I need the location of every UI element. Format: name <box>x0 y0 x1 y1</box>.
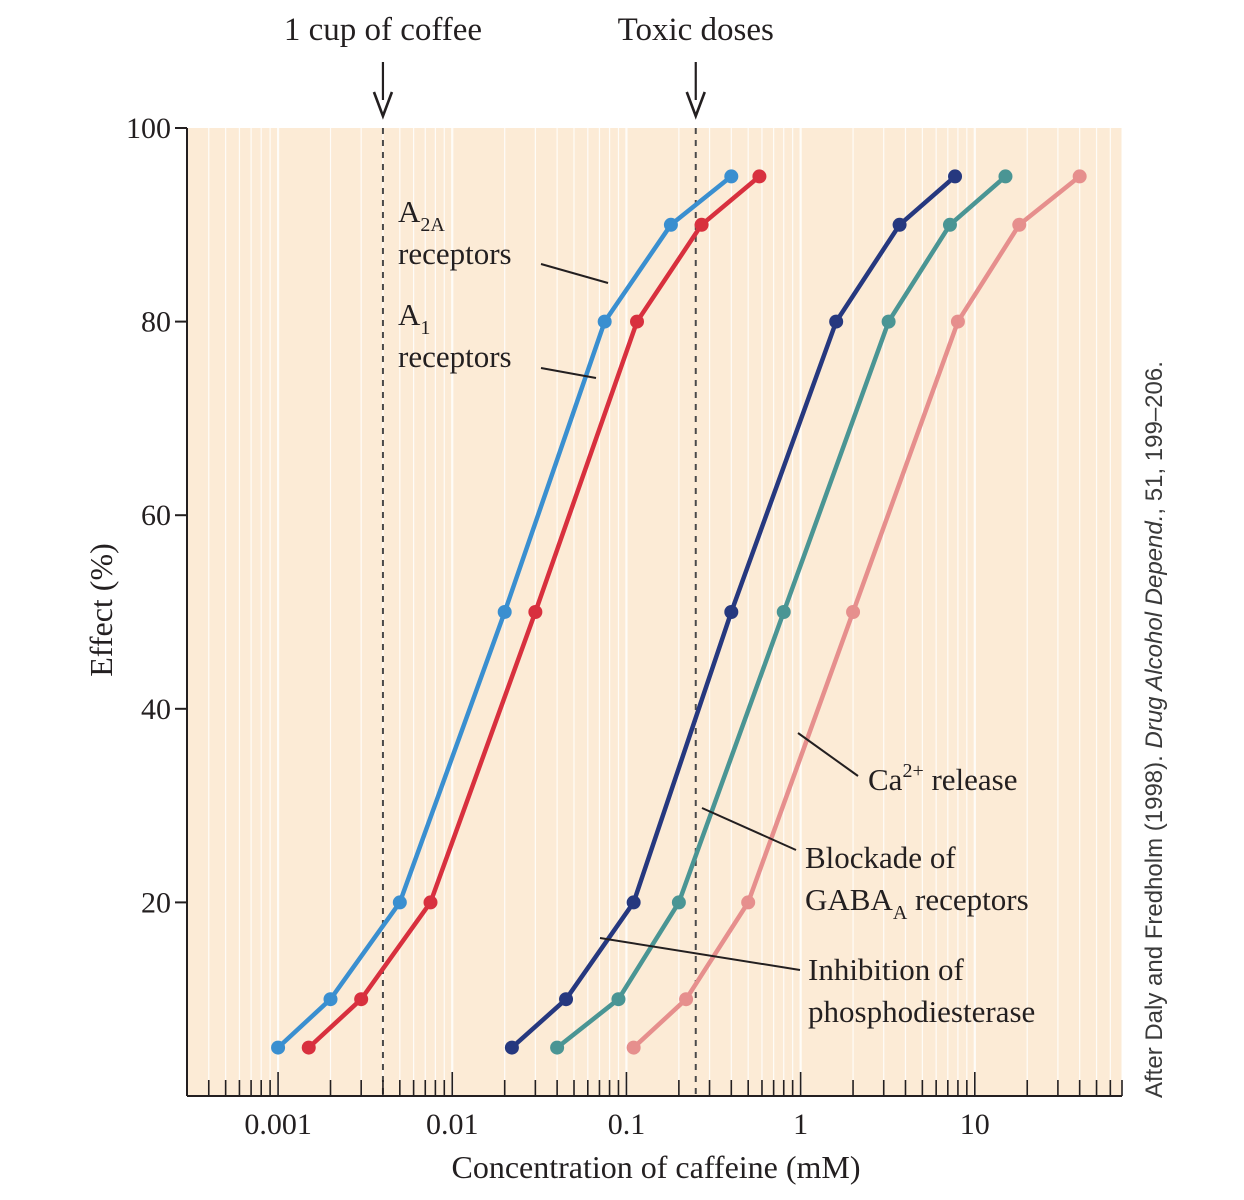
ca-data-point <box>741 895 756 910</box>
y-tick-label: 100 <box>126 112 171 145</box>
a2a-data-point <box>323 992 338 1007</box>
pde-data-point <box>829 314 844 329</box>
y-tick-label: 40 <box>141 693 171 726</box>
gaba-label-text: Blockade of <box>805 840 956 875</box>
a1-label-subscript: 1 <box>420 317 430 339</box>
gaba-data-point <box>942 217 957 232</box>
a1-data-point <box>752 169 767 184</box>
x-tick-label: 0.001 <box>244 1108 312 1141</box>
a1-data-point <box>528 605 543 619</box>
gaba-data-point <box>881 314 896 329</box>
ca-label-line: Ca2+ release <box>868 760 1018 797</box>
gaba-label-text: GABA <box>805 882 893 917</box>
y-axis-title: Effect (%) <box>83 543 119 677</box>
a2a-data-point <box>663 217 678 232</box>
gaba-data-point <box>776 605 791 619</box>
a1-data-point <box>630 314 645 329</box>
x-tick-label: 10 <box>960 1108 990 1141</box>
a1-label-text: receptors <box>398 339 512 374</box>
pde-data-point <box>724 605 739 619</box>
a1-data-point <box>301 1040 316 1055</box>
pde-data-point <box>504 1040 519 1055</box>
pde-label-line: phosphodiesterase <box>808 994 1035 1029</box>
a1-data-point <box>423 895 438 910</box>
gaba-label-subscript: A <box>893 902 908 924</box>
coffee-annotation-label: 1 cup of coffee <box>284 12 482 48</box>
toxic-arrow-head <box>685 91 706 120</box>
y-tick-label: 60 <box>141 499 171 532</box>
a1-label-line: receptors <box>398 339 512 374</box>
pde-data-point <box>559 992 574 1007</box>
ca-data-point <box>846 605 861 619</box>
a2a-label-subscript: 2A <box>420 214 445 236</box>
a1-label-text: A <box>398 297 421 332</box>
ca-label-leader <box>797 732 859 777</box>
x-tick-label: 1 <box>793 1108 808 1141</box>
pde-data-point <box>626 895 641 910</box>
gaba-label-leader <box>701 807 797 851</box>
a2a-label-line: receptors <box>398 236 512 271</box>
gaba-data-point <box>550 1040 565 1055</box>
gaba-label-line: GABAA receptors <box>805 882 1029 924</box>
source-credit: After Daly and Fredholm (1998). Drug Alc… <box>1141 361 1168 1098</box>
gaba-data-point <box>671 895 686 910</box>
a2a-data-point <box>724 169 739 184</box>
ca-label-text: Ca <box>868 762 903 797</box>
y-tick-label: 20 <box>141 886 171 919</box>
a2a-label-text: A <box>398 194 421 229</box>
ca-label-superscript: 2+ <box>902 760 923 782</box>
ca-data-point <box>679 992 694 1007</box>
a2a-data-point <box>497 605 512 619</box>
credit-suffix: , 51, 199–206. <box>1141 361 1168 514</box>
x-axis-title: Concentration of caffeine (mM) <box>451 1149 860 1185</box>
gaba-data-point <box>611 992 626 1007</box>
coffee-arrow-head <box>372 91 394 120</box>
ca-data-point <box>626 1040 641 1055</box>
ca-data-point <box>1012 217 1027 232</box>
a2a-label-line: A2A <box>398 194 445 236</box>
x-tick-label: 0.1 <box>608 1108 646 1141</box>
ca-label-suffix: release <box>924 762 1018 797</box>
a1-data-point <box>354 992 369 1007</box>
gaba-label-suffix: receptors <box>907 882 1028 917</box>
pde-data-point <box>948 169 963 184</box>
gaba-data-point <box>998 169 1013 184</box>
plot-grid <box>186 128 1123 1096</box>
ca-data-point <box>1072 169 1087 184</box>
toxic-annotation-label: Toxic doses <box>618 12 774 48</box>
plot-background <box>187 128 1122 1096</box>
axes: 20 40 60 80 100 0.001 0.01 0.1 1 10 <box>126 112 1123 1141</box>
pde-label-text: Inhibition of <box>808 952 965 987</box>
a2a-data-point <box>271 1040 286 1055</box>
a2a-data-point <box>597 314 612 329</box>
reference-lines: 1 cup of coffee Toxic doses <box>284 12 774 1096</box>
gaba-label-line: Blockade of <box>805 840 956 875</box>
a2a-label-leader <box>540 263 609 284</box>
a1-data-point <box>694 217 709 232</box>
pde-label-text: phosphodiesterase <box>808 994 1035 1029</box>
pde-data-point <box>892 217 907 232</box>
a1-label-line: A1 <box>398 297 430 339</box>
a2a-data-point <box>392 895 407 910</box>
x-tick-label: 0.01 <box>426 1108 479 1141</box>
credit-journal: Drug Alcohol Depend. <box>1141 515 1168 749</box>
a2a-label-text: receptors <box>398 236 512 271</box>
y-tick-label: 80 <box>141 306 171 339</box>
series-layer <box>271 169 1087 1055</box>
credit-prefix: After Daly and Fredholm (1998). <box>1141 749 1168 1099</box>
pde-label-line: Inhibition of <box>808 952 965 987</box>
pde-label-leader <box>599 937 801 971</box>
ca-data-point <box>950 314 965 329</box>
a1-label-leader <box>540 367 597 379</box>
